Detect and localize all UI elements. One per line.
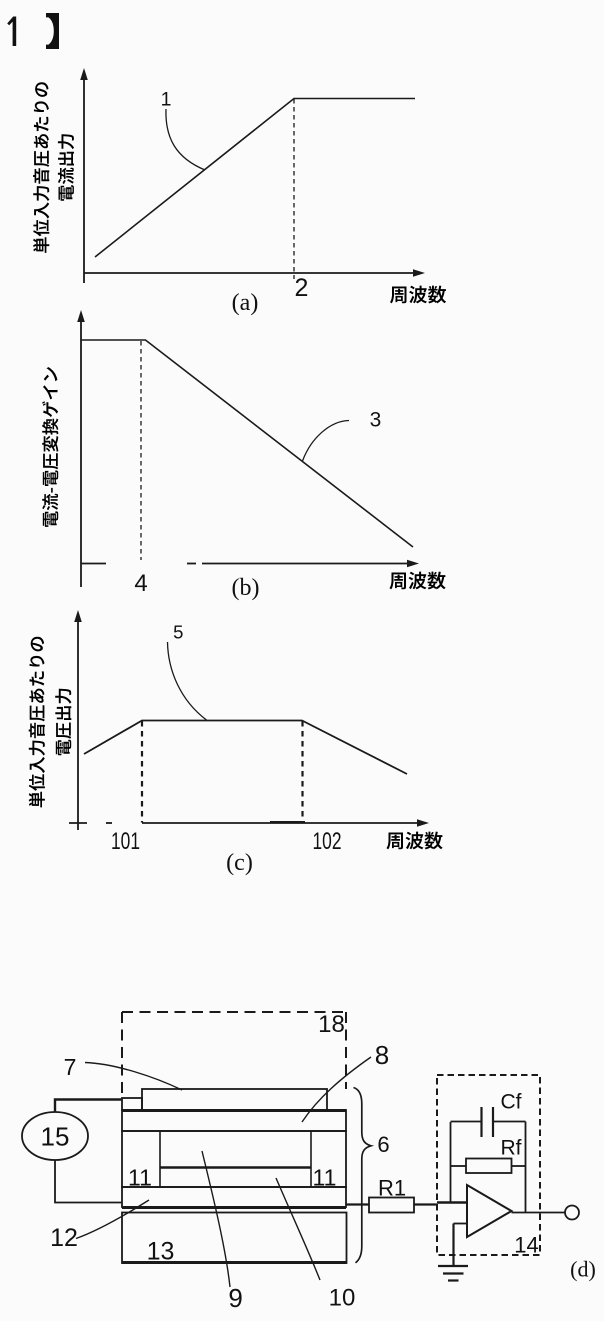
- svg-text:101: 101: [111, 828, 140, 855]
- svg-text:(c): (c): [226, 850, 253, 876]
- svg-text:(d): (d): [570, 1257, 596, 1282]
- svg-text:18: 18: [318, 1011, 345, 1038]
- svg-text:11: 11: [128, 1164, 152, 1190]
- svg-text:15: 15: [41, 1121, 70, 1151]
- svg-text:10: 10: [329, 1284, 356, 1311]
- svg-text:(a): (a): [232, 290, 259, 316]
- svg-text:2: 2: [295, 274, 309, 302]
- svg-text:(b): (b): [232, 575, 260, 601]
- svg-text:102: 102: [313, 828, 342, 855]
- svg-text:1: 1: [161, 89, 172, 111]
- svg-text:8: 8: [375, 1040, 389, 1070]
- svg-text:11: 11: [313, 1164, 337, 1190]
- svg-text:7: 7: [64, 1054, 77, 1080]
- svg-text:6: 6: [377, 1132, 389, 1157]
- svg-text:14: 14: [514, 1233, 538, 1258]
- svg-text:12: 12: [50, 1224, 78, 1252]
- svg-text:Rf: Rf: [501, 1137, 522, 1160]
- svg-text:R1: R1: [378, 1176, 406, 1201]
- svg-text:3: 3: [370, 409, 382, 432]
- svg-text:4: 4: [134, 570, 147, 597]
- svg-text:Cf: Cf: [501, 1091, 522, 1114]
- svg-text:5: 5: [173, 621, 183, 642]
- svg-text:9: 9: [228, 1283, 242, 1313]
- svg-text:13: 13: [147, 1238, 175, 1266]
